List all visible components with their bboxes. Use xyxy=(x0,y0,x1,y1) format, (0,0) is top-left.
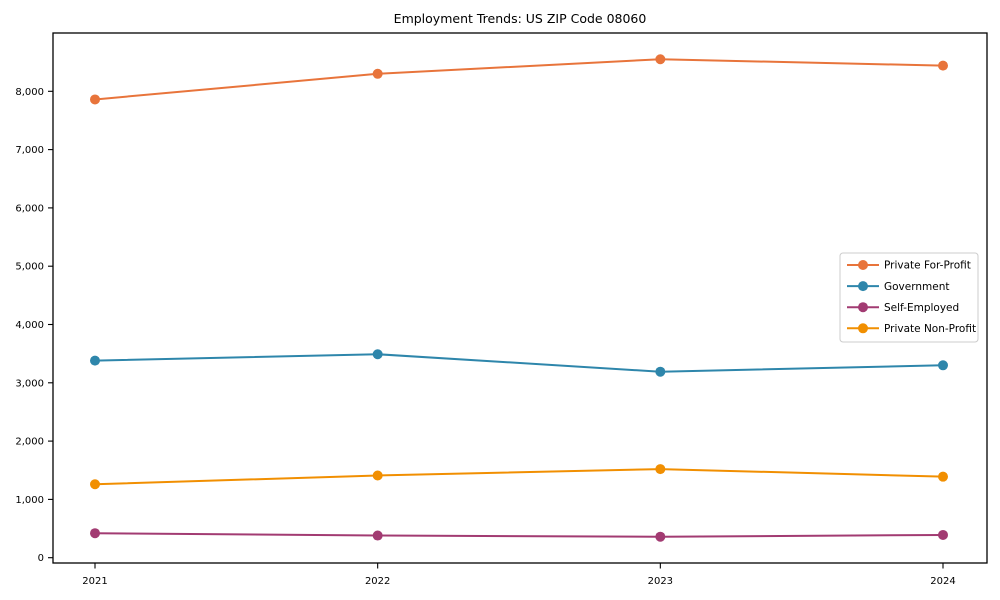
legend-marker-dot xyxy=(858,281,868,292)
data-point xyxy=(90,94,100,105)
y-tick-label: 6,000 xyxy=(15,203,44,214)
data-point xyxy=(90,528,100,539)
x-tick-label: 2022 xyxy=(365,576,390,587)
legend: Private For-Profit Government Self-Employe… xyxy=(839,252,979,343)
data-point xyxy=(655,531,666,542)
series-government xyxy=(90,349,948,377)
data-point xyxy=(372,530,383,541)
legend-label: Private Non-Profit xyxy=(884,323,976,335)
data-point xyxy=(655,464,666,475)
data-point xyxy=(372,470,383,481)
data-point xyxy=(938,471,948,482)
legend-label: Self-Employed xyxy=(884,302,959,314)
legend-marker-dot xyxy=(858,302,868,313)
legend-marker-dot xyxy=(858,323,868,334)
legend-marker-dot xyxy=(858,260,868,270)
x-tick-label: 2023 xyxy=(648,576,673,587)
y-tick-label: 2,000 xyxy=(15,437,44,448)
y-tick-label: 4,000 xyxy=(15,320,44,331)
y-tick-label: 0 xyxy=(38,553,44,564)
y-tick-label: 1,000 xyxy=(15,495,44,506)
y-tick-label: 3,000 xyxy=(15,378,44,389)
y-tick-label: 7,000 xyxy=(15,145,44,156)
legend-label: Private For-Profit xyxy=(884,260,971,272)
data-point xyxy=(372,68,383,79)
series-self-employed xyxy=(90,528,948,542)
series-lines xyxy=(90,54,948,542)
data-point xyxy=(938,360,948,371)
data-point xyxy=(938,529,948,540)
series-line xyxy=(94,58,944,101)
plot-frame xyxy=(52,32,988,564)
x-tick-label: 2021 xyxy=(82,576,107,587)
x-tick-label: 2024 xyxy=(930,576,955,587)
y-tick-label: 5,000 xyxy=(15,262,44,273)
series-line xyxy=(94,468,944,486)
chart-title: Employment Trends: US ZIP Code 08060 xyxy=(394,11,647,26)
axes: 0 1,000 2,000 3,000 4,000 5,000 6,000 7,000 8,00… xyxy=(15,32,988,587)
data-point xyxy=(372,349,383,360)
y-tick-label: 8,000 xyxy=(15,87,44,98)
series-private-non-profit xyxy=(90,464,948,490)
data-point xyxy=(655,54,666,65)
data-point xyxy=(90,355,100,366)
series-line xyxy=(94,353,944,373)
legend-label: Government xyxy=(884,281,949,293)
data-point xyxy=(90,479,100,490)
series-private-for-profit xyxy=(90,54,948,105)
legend-box xyxy=(839,252,979,343)
series-line xyxy=(94,532,944,538)
data-point xyxy=(938,60,948,71)
data-point xyxy=(655,366,666,377)
